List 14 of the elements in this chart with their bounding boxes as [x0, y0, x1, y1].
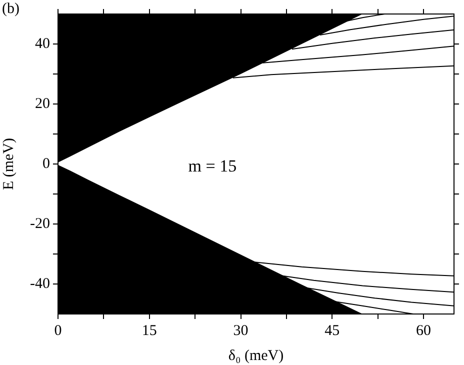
annotation: m = 15	[188, 156, 237, 176]
x-axis-title: δ₀ (meV)	[228, 348, 284, 364]
y-tick-label: 40	[35, 36, 50, 52]
y-tick-label: 0	[42, 156, 50, 172]
text: (b)	[2, 0, 20, 17]
y-tick-label: -40	[30, 276, 50, 292]
x-tick-label: 45	[324, 322, 340, 339]
y-axis-title: E (meV)	[0, 138, 17, 190]
x-tick-label: 0	[54, 322, 62, 339]
x-tick-label: 30	[233, 322, 248, 339]
x-tick-label: 60	[416, 322, 432, 339]
x-tick-label: 15	[142, 322, 157, 339]
y-tick-label: 20	[35, 96, 50, 112]
y-tick-label: -20	[30, 216, 50, 232]
